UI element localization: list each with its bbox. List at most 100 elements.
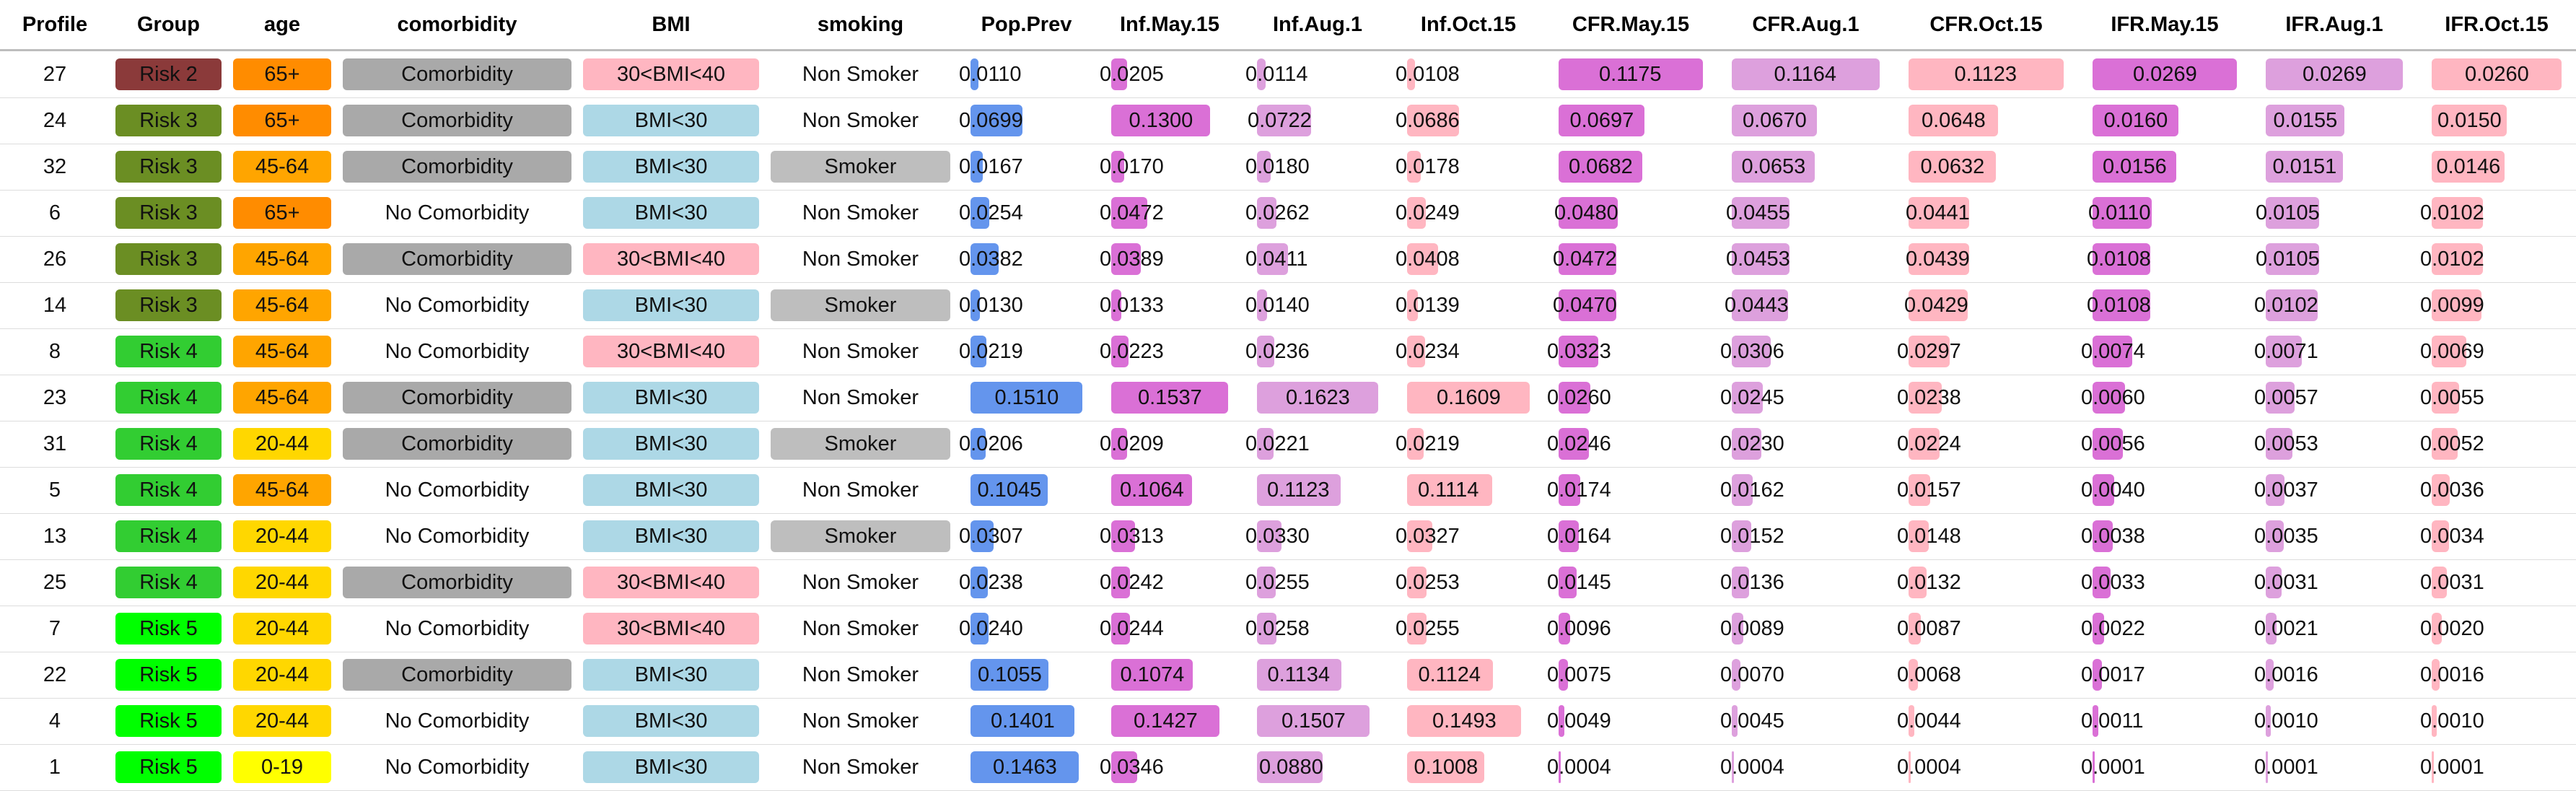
label-age: 65+ <box>264 108 300 132</box>
cell-group: Risk 4 <box>110 513 227 559</box>
cell-inf-oct-15: 0.0178 <box>1393 144 1544 190</box>
label-comorbidity: Comorbidity <box>401 62 513 86</box>
cell-cfr-oct-15: 0.0004 <box>1894 744 2078 790</box>
value-label-ifr-aug-1: 0.0035 <box>2254 524 2318 548</box>
cell-profile: 8 <box>0 328 110 375</box>
data-bar-cfr-aug-1 <box>1732 567 1749 598</box>
data-bar-inf-may-15 <box>1111 105 1210 136</box>
data-bar-inf-aug-1 <box>1257 659 1341 691</box>
cell-ifr-aug-1: 0.0269 <box>2251 51 2417 97</box>
data-bar-cfr-aug-1 <box>1732 58 1880 90</box>
value-label-cfr-aug-1: 0.0670 <box>1743 108 1807 132</box>
label-age: 20-44 <box>255 616 310 640</box>
cell-cfr-may-15: 0.0075 <box>1544 652 1717 698</box>
label-bmi: BMI<30 <box>634 201 708 224</box>
data-bar-inf-oct-15 <box>1407 567 1427 598</box>
cell-ifr-may-15: 0.0108 <box>2078 282 2251 328</box>
value-label-inf-aug-1: 0.0236 <box>1245 339 1310 363</box>
cell-profile: 23 <box>0 375 110 421</box>
data-bar-cfr-may-15 <box>1559 567 1577 598</box>
value-label-ifr-may-15: 0.0056 <box>2081 432 2145 455</box>
value-label-inf-oct-15: 0.1114 <box>1418 478 1479 502</box>
label-smoking: Non Smoker <box>802 108 919 132</box>
column-header-inf-may-15: Inf.May.15 <box>1119 12 1220 36</box>
category-box-age <box>233 289 331 321</box>
data-bar-cfr-may-15 <box>1559 58 1703 90</box>
cell-profile: 24 <box>0 97 110 144</box>
label-group: Risk 5 <box>139 755 198 779</box>
value-label-pop-prev: 0.0167 <box>959 154 1023 178</box>
data-bar-cfr-aug-1 <box>1732 474 1753 506</box>
cell-age: 20-44 <box>227 606 337 652</box>
cell-ifr-may-15: 0.0269 <box>2078 51 2251 97</box>
data-bar-inf-oct-15 <box>1407 58 1415 90</box>
cell-inf-may-15: 0.1537 <box>1097 375 1243 421</box>
value-label-cfr-may-15: 0.0145 <box>1547 570 1611 594</box>
category-box-age <box>233 705 331 737</box>
cell-inf-may-15: 0.0313 <box>1097 513 1243 559</box>
value-label-inf-may-15: 0.1427 <box>1134 709 1198 733</box>
value-label-inf-aug-1: 0.1507 <box>1282 709 1346 733</box>
label-smoking: Non Smoker <box>802 616 919 640</box>
value-label-pop-prev: 0.0206 <box>959 432 1023 455</box>
value-label-cfr-aug-1: 0.0045 <box>1720 709 1784 733</box>
cell-inf-oct-15: 0.1008 <box>1393 744 1544 790</box>
value-label-inf-oct-15: 0.0178 <box>1396 154 1460 178</box>
category-box-group <box>115 105 222 136</box>
cell-pop-prev: 0.0110 <box>956 51 1097 97</box>
cell-bmi: 30<BMI<40 <box>577 51 765 97</box>
cell-pop-prev: 0.0382 <box>956 236 1097 282</box>
category-box-bmi <box>583 474 759 506</box>
category-box-bmi <box>583 567 759 598</box>
cell-bmi: BMI<30 <box>577 698 765 744</box>
data-bar-ifr-may-15 <box>2093 289 2150 321</box>
value-label-cfr-may-15: 0.0174 <box>1547 478 1611 502</box>
cell-group: Risk 5 <box>110 652 227 698</box>
label-bmi: BMI<30 <box>634 432 708 455</box>
cell-age: 45-64 <box>227 282 337 328</box>
cell-inf-may-15: 0.0223 <box>1097 328 1243 375</box>
data-bar-inf-may-15 <box>1111 243 1141 275</box>
cell-inf-oct-15: 0.1124 <box>1393 652 1544 698</box>
data-bar-ifr-aug-1 <box>2266 428 2292 460</box>
category-box-age <box>233 105 331 136</box>
label-smoking: Smoker <box>824 293 897 317</box>
cell-cfr-may-15: 0.0246 <box>1544 421 1717 467</box>
cell-ifr-aug-1: 0.0053 <box>2251 421 2417 467</box>
cell-ifr-oct-15: 0.0150 <box>2417 97 2576 144</box>
column-header-comorbidity: comorbidity <box>397 12 517 36</box>
cell-comorbidity: No Comorbidity <box>337 190 577 236</box>
category-box-comorbidity <box>343 105 571 136</box>
value-label-ifr-aug-1: 0.0057 <box>2254 385 2318 409</box>
label-age: 45-64 <box>255 339 310 363</box>
cell-inf-may-15: 0.0133 <box>1097 282 1243 328</box>
value-label-inf-aug-1: 0.0880 <box>1259 755 1323 779</box>
label-profile: 23 <box>43 385 67 409</box>
data-bar-pop-prev <box>971 382 1082 414</box>
data-bar-ifr-oct-15 <box>2432 197 2483 229</box>
value-label-cfr-aug-1: 0.1164 <box>1774 62 1837 86</box>
data-bar-ifr-aug-1 <box>2266 474 2284 506</box>
cell-cfr-aug-1: 0.0455 <box>1717 190 1894 236</box>
cell-age: 45-64 <box>227 467 337 513</box>
category-box-comorbidity <box>343 567 571 598</box>
cell-cfr-oct-15: 0.0044 <box>1894 698 2078 744</box>
label-profile: 7 <box>48 616 61 640</box>
value-label-inf-may-15: 0.0389 <box>1100 247 1164 271</box>
label-group: Risk 5 <box>139 616 198 640</box>
cell-bmi: 30<BMI<40 <box>577 606 765 652</box>
value-label-ifr-oct-15: 0.0102 <box>2420 201 2484 224</box>
cell-group: Risk 5 <box>110 606 227 652</box>
cell-comorbidity: Comorbidity <box>337 421 577 467</box>
label-smoking: Smoker <box>824 154 897 178</box>
cell-ifr-aug-1: 0.0016 <box>2251 652 2417 698</box>
value-label-ifr-aug-1: 0.0031 <box>2254 570 2318 594</box>
value-label-inf-may-15: 0.0244 <box>1100 616 1164 640</box>
value-label-cfr-oct-15: 0.0224 <box>1897 432 1961 455</box>
data-bar-pop-prev <box>971 474 1048 506</box>
cell-age: 45-64 <box>227 236 337 282</box>
cell-cfr-may-15: 0.0323 <box>1544 328 1717 375</box>
cell-ifr-may-15: 0.0001 <box>2078 744 2251 790</box>
cell-cfr-may-15: 0.0049 <box>1544 698 1717 744</box>
cell-age: 0-19 <box>227 744 337 790</box>
